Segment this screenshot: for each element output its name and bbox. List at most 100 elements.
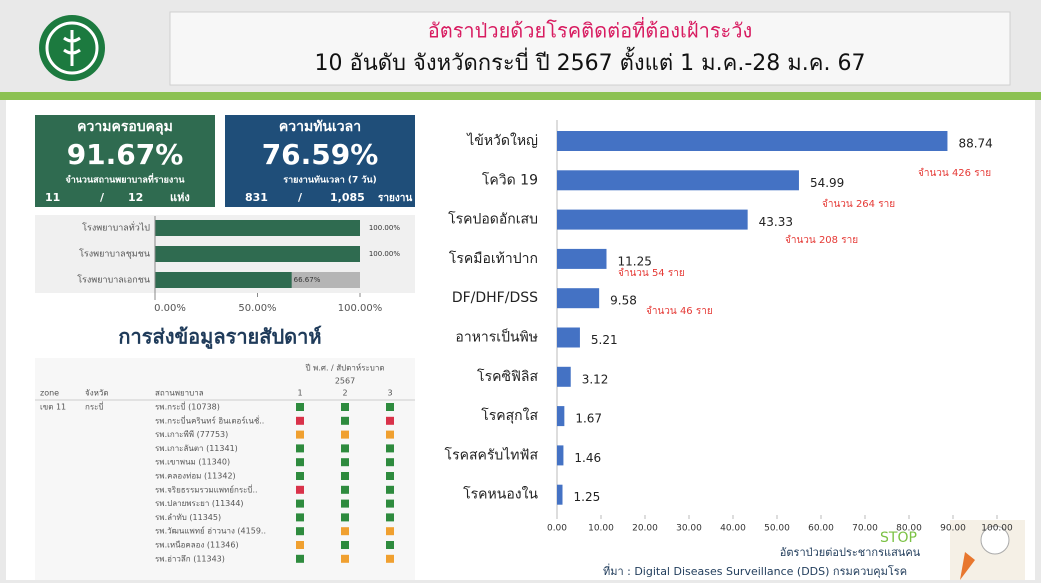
value-label: 54.99 (810, 176, 844, 190)
bar (557, 210, 748, 230)
column-header: จังหวัด (85, 389, 109, 398)
value-label: 88.74 (958, 137, 992, 151)
status-cell (296, 458, 304, 466)
coverage-total: 12 (128, 191, 143, 204)
status-cell (296, 541, 304, 549)
bar (557, 406, 564, 426)
status-cell (296, 527, 304, 535)
status-cell (386, 486, 394, 494)
value-label: 43.33 (759, 215, 793, 229)
bar (557, 249, 607, 269)
status-cell (296, 555, 304, 563)
category-label: โรคมือเท้าปาก (449, 250, 538, 267)
bar (557, 328, 580, 348)
category-label: โรคสุกใส (481, 407, 538, 424)
value-label: 1.67 (575, 412, 602, 426)
value-label: 3.12 (582, 372, 609, 386)
x-tick-label: 40.00 (720, 524, 746, 534)
column-header: สถานพยาบาล (155, 389, 204, 398)
status-cell (341, 500, 349, 508)
category-label: อาหารเป็นพิษ (455, 328, 538, 346)
header-bar (0, 92, 1041, 100)
x-tick-label: 50.00% (238, 303, 276, 314)
hospital: รพ.เหนือคลอง (11346) (155, 541, 239, 550)
page: {"header": {"title": "อัตราป่วยด้วยโรคติ… (0, 0, 1041, 583)
status-cell (341, 472, 349, 480)
value-label: 11.25 (618, 254, 652, 268)
value-label: 1.25 (574, 490, 601, 504)
hospital: รพ.เกาะพีพี (77753) (155, 430, 228, 439)
status-cell (296, 472, 304, 480)
status-cell (296, 513, 304, 521)
timeliness-value: 76.59% (262, 138, 379, 171)
hospital: รพ.ลำทับ (11345) (155, 513, 221, 522)
hospital: รพ.เกาะลันตา (11341) (155, 444, 238, 453)
year: 2567 (335, 377, 355, 386)
title: อัตราป่วยด้วยโรคติดต่อที่ต้องเฝ้าระวัง (428, 17, 753, 43)
case-count: จำนวน 46 ราย (646, 306, 713, 317)
x-tick-label: 60.00 (808, 524, 834, 534)
x-tick-label: 20.00 (632, 524, 658, 534)
status-cell (341, 417, 349, 425)
status-cell (386, 417, 394, 425)
hospital: รพ.คลองท่อม (11342) (155, 472, 236, 481)
status-cell (341, 431, 349, 439)
value-label: 9.58 (610, 294, 637, 308)
status-cell (341, 486, 349, 494)
dashboard: อัตราป่วยด้วยโรคติดต่อที่ต้องเฝ้าระวัง 1… (0, 0, 1041, 583)
column-header: 1 (297, 389, 302, 398)
case-count: จำนวน 426 ราย (918, 168, 991, 179)
status-cell (296, 417, 304, 425)
value-label: 5.21 (591, 333, 618, 347)
source: ที่มา : Digital Diseases Surveillance (D… (603, 563, 907, 578)
hospital: รพ.วัฒนแพทย์ อ่าวนาง (4159.. (155, 526, 266, 536)
status-cell (296, 431, 304, 439)
x-tick-label: 90.00 (940, 524, 966, 534)
province: กระบี่ (85, 401, 104, 412)
value-label: 66.67% (294, 276, 321, 284)
bar (557, 288, 599, 308)
coverage-count: 11 (45, 191, 60, 204)
bar (155, 246, 360, 262)
x-tick-label: 50.00 (764, 524, 790, 534)
hospital: รพ.ปลายพระยา (11344) (155, 499, 244, 508)
value-label: 1.46 (574, 451, 601, 465)
status-cell (386, 444, 394, 452)
x-tick-label: 80.00 (896, 524, 922, 534)
x-axis-label: อัตราป่วยต่อประชากรแสนคน (780, 546, 921, 559)
value-label: 100.00% (369, 224, 400, 232)
x-tick-label: 0.00% (154, 303, 186, 314)
category-label: โควิด 19 (482, 171, 538, 188)
timeliness-unit: รายงาน (378, 193, 412, 204)
status-cell (341, 403, 349, 411)
x-tick-label: 100.00 (981, 524, 1013, 534)
status-cell (386, 527, 394, 535)
hospital: รพ.เขาพนม (11340) (155, 458, 230, 467)
x-tick-label: 10.00 (588, 524, 614, 534)
hospital: รพ.กระบี่นครินทร์ อินเตอร์เนชั่.. (155, 414, 264, 425)
case-count: จำนวน 54 ราย (618, 268, 685, 279)
category-label: โรงพยาบาลเอกชน (77, 275, 150, 286)
category-label: โรคซิฟิลิส (477, 368, 538, 385)
category-label: โรคสครับไทฟัส (445, 446, 539, 463)
status-cell (341, 541, 349, 549)
status-cell (341, 458, 349, 466)
weekly-title: การส่งข้อมูลรายสัปดาห์ (118, 325, 321, 351)
timeliness-total: 1,085 (330, 191, 365, 204)
coverage-title: ความครอบคลุม (77, 119, 173, 135)
coverage-unit: แห่ง (170, 191, 190, 204)
bar (155, 272, 292, 288)
x-tick-label: 0.00 (547, 524, 567, 534)
status-cell (386, 541, 394, 549)
status-cell (341, 444, 349, 452)
status-cell (386, 458, 394, 466)
bar (557, 445, 563, 465)
status-cell (296, 444, 304, 452)
column-header: 2 (342, 389, 347, 398)
case-count: จำนวน 264 ราย (822, 199, 895, 210)
status-cell (386, 403, 394, 411)
category-label: โรงพยาบาลชุมชน (79, 249, 150, 260)
bar (557, 367, 571, 387)
status-cell (341, 527, 349, 535)
timeliness-title: ความทันเวลา (279, 119, 361, 135)
